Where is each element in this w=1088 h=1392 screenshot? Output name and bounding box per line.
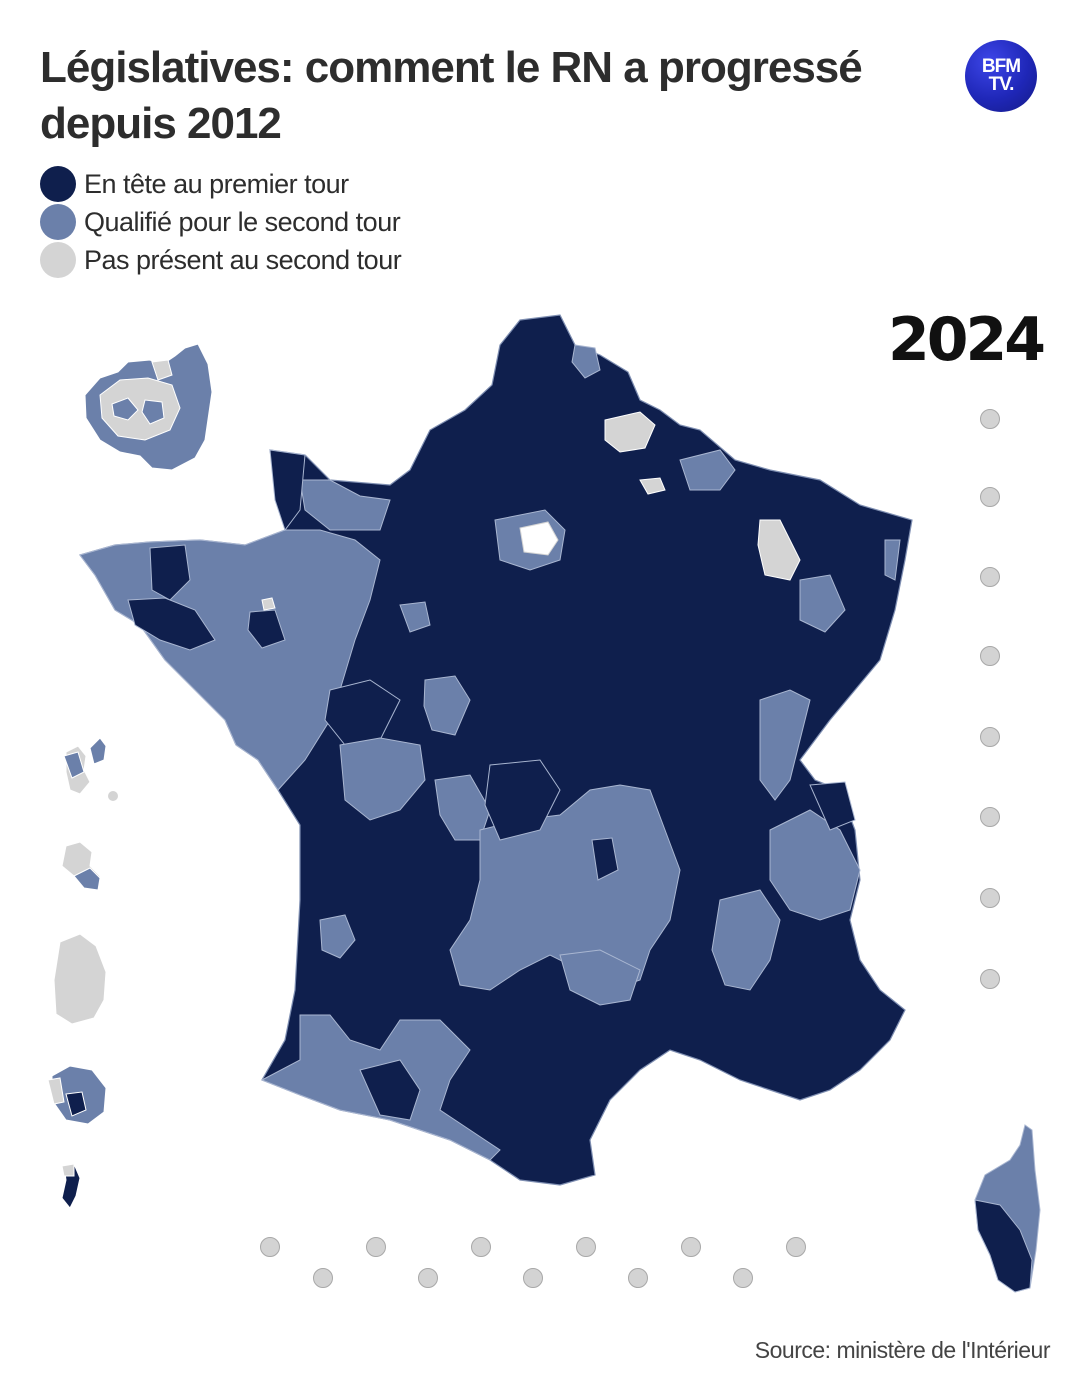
region-sarthe-qualified: [399, 601, 431, 633]
reunion-center: [65, 1091, 87, 1117]
region-west-dark: [149, 544, 191, 601]
region-lorraine-qualified: [799, 574, 846, 633]
guadeloupe-west: [63, 751, 85, 779]
timeline-dot[interactable]: [733, 1268, 753, 1288]
mainland-france: [78, 314, 1041, 1293]
timeline-dot[interactable]: [980, 727, 1000, 747]
region-lot-qualified: [559, 949, 641, 1006]
region-west-dark: [247, 609, 286, 649]
timeline-dot[interactable]: [980, 567, 1000, 587]
corsica-south: [974, 1199, 1033, 1293]
timeline-dot[interactable]: [980, 807, 1000, 827]
source-note: Source: ministère de l'Intérieur: [754, 1337, 1051, 1363]
logo-text-line2: TV.: [988, 74, 1015, 95]
timeline-dot[interactable]: [366, 1237, 386, 1257]
timeline-dot[interactable]: [980, 969, 1000, 989]
logo-text-line1: BFM: [981, 56, 1021, 77]
timeline-dot[interactable]: [980, 487, 1000, 507]
guyane: [53, 933, 107, 1025]
idf-patch: [151, 359, 173, 381]
timeline-dot[interactable]: [681, 1237, 701, 1257]
legend: En tête au premier tour Qualifié pour le…: [40, 165, 402, 279]
page-title: Législatives: comment le RN a progressé …: [40, 43, 863, 148]
timeline-dot[interactable]: [471, 1237, 491, 1257]
legend-swatch-light: [40, 242, 76, 278]
region-centre-qualified: [423, 675, 471, 736]
region-sw-dark: [359, 1059, 421, 1121]
timeline-dot[interactable]: [576, 1237, 596, 1257]
region-gironde-qualified: [319, 914, 356, 959]
timeline-dot[interactable]: [980, 409, 1000, 429]
region-brittany-absent: [261, 597, 276, 611]
legend-label: Pas présent au second tour: [84, 244, 402, 275]
region-cotentin-dark: [269, 449, 306, 532]
region-savoie-dark: [809, 781, 856, 831]
region-lille-absent: [571, 344, 601, 379]
ile-de-france-inset: [84, 343, 213, 471]
idf-patch: [141, 399, 165, 425]
legend-item-qualified: Qualifié pour le second tour: [40, 203, 401, 241]
region-drome-qualified: [711, 889, 781, 991]
region-allier-dark: [484, 759, 561, 841]
legend-swatch-dark: [40, 166, 76, 202]
timeline-dot[interactable]: [523, 1268, 543, 1288]
region-vienne-qualified: [339, 737, 426, 821]
timeline-dot[interactable]: [260, 1237, 280, 1257]
reunion-west: [47, 1077, 65, 1105]
region-normandy-qualified: [299, 479, 391, 531]
mayotte-north: [61, 1163, 75, 1177]
region-aisne-absent: [604, 411, 656, 453]
region-ardennes-qualified: [679, 449, 736, 491]
region-west-dark: [127, 597, 216, 651]
timeline-dot[interactable]: [418, 1268, 438, 1288]
region-alsace-qualified: [884, 539, 901, 581]
martinique-south: [73, 867, 101, 891]
timeline-dot[interactable]: [786, 1237, 806, 1257]
region-alps-qualified: [759, 689, 811, 801]
region-reims-absent: [639, 477, 666, 495]
legend-label: Qualifié pour le second tour: [84, 206, 401, 237]
timeline-dot[interactable]: [313, 1268, 333, 1288]
overseas-insets: [47, 737, 118, 1209]
legend-label: En tête au premier tour: [84, 168, 349, 199]
region-puy-dark: [591, 837, 619, 881]
region-lorraine-absent: [757, 519, 801, 581]
timeline-dot[interactable]: [980, 888, 1000, 908]
guadeloupe-east: [89, 737, 107, 765]
timeline-dot[interactable]: [628, 1268, 648, 1288]
legend-item-first-round-lead: En tête au premier tour: [40, 165, 401, 203]
idf-patch: [111, 397, 139, 421]
year-label: 2024: [888, 305, 1046, 375]
idf-inner-paris: [99, 377, 181, 441]
legend-item-absent: Pas présent au second tour: [40, 241, 402, 279]
legend-swatch-medium: [40, 204, 76, 240]
timeline-dot[interactable]: [980, 646, 1000, 666]
bfmtv-logo: BFM TV.: [965, 40, 1037, 112]
region-isere-qualified: [769, 809, 861, 921]
region-paris-absent: [519, 521, 559, 556]
guadeloupe-islet: [108, 791, 118, 801]
